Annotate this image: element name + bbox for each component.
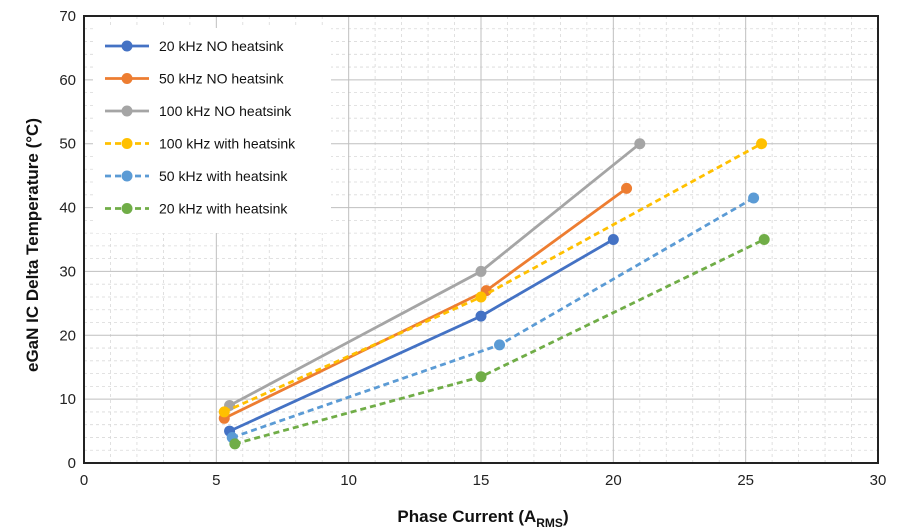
plot-area-border bbox=[83, 15, 879, 464]
legend: 20 kHz NO heatsink 50 kHz NO heatsink 100 … bbox=[93, 28, 331, 233]
series-3 bbox=[224, 138, 646, 412]
x-tick-label: 5 bbox=[212, 472, 220, 489]
x-tick-label: 15 bbox=[473, 472, 490, 489]
data-point bbox=[475, 291, 487, 303]
series-layer bbox=[218, 138, 770, 450]
legend-label: 50 kHz with heatsink bbox=[159, 168, 288, 184]
series-5 bbox=[226, 192, 760, 443]
data-point bbox=[758, 234, 770, 245]
y-tick-label: 40 bbox=[59, 200, 76, 217]
series-4 bbox=[218, 138, 768, 418]
legend-background bbox=[93, 28, 331, 233]
series-6 bbox=[229, 234, 770, 450]
y-axis-title: eGaN IC Delta Temperature (°C) bbox=[23, 118, 42, 372]
legend-swatch-marker bbox=[121, 40, 133, 52]
axes: 0 5 10 15 20 25 30 0 10 20 30 40 50 60 70 bbox=[59, 8, 886, 489]
x-tick-label: 25 bbox=[737, 472, 754, 489]
legend-label: 20 kHz with heatsink bbox=[159, 201, 288, 217]
legend-label: 100 kHz NO heatsink bbox=[159, 103, 292, 119]
x-axis-title-main: Phase Current (A bbox=[397, 507, 536, 526]
x-tick-label: 30 bbox=[870, 472, 887, 489]
data-point bbox=[218, 406, 230, 418]
data-point bbox=[748, 192, 760, 204]
x-axis-title-close: ) bbox=[563, 507, 569, 526]
legend-item: 20 kHz NO heatsink bbox=[105, 38, 284, 54]
x-tick-label: 20 bbox=[605, 472, 622, 489]
data-point bbox=[494, 339, 506, 351]
legend-item: 50 kHz with heatsink bbox=[105, 168, 288, 184]
legend-swatch-marker bbox=[121, 105, 133, 117]
data-point bbox=[475, 371, 487, 383]
data-point bbox=[607, 234, 619, 245]
y-tick-label: 50 bbox=[59, 136, 76, 153]
y-tick-label: 10 bbox=[59, 391, 76, 408]
x-tick-label: 0 bbox=[80, 472, 88, 489]
legend-item: 50 kHz NO heatsink bbox=[105, 71, 284, 87]
y-tick-label: 60 bbox=[59, 72, 76, 89]
y-tick-label: 70 bbox=[59, 8, 76, 25]
data-point bbox=[229, 438, 241, 450]
series-line bbox=[231, 196, 755, 439]
x-axis-title-subscript: RMS bbox=[536, 516, 563, 530]
data-point bbox=[475, 310, 487, 322]
legend-swatch-marker bbox=[121, 73, 133, 84]
data-point bbox=[621, 182, 633, 194]
legend-item: 100 kHz with heatsink bbox=[105, 136, 296, 152]
legend-label: 20 kHz NO heatsink bbox=[159, 38, 284, 54]
legend-swatch-marker bbox=[121, 138, 133, 149]
legend-item: 100 kHz NO heatsink bbox=[105, 103, 292, 119]
legend-swatch-marker bbox=[121, 170, 133, 182]
y-tick-label: 0 bbox=[68, 455, 76, 472]
x-axis-title: Phase Current (ARMS) bbox=[397, 507, 568, 530]
y-tick-label: 30 bbox=[59, 263, 76, 280]
data-point bbox=[756, 138, 768, 150]
legend-label: 100 kHz with heatsink bbox=[159, 136, 296, 152]
data-point bbox=[475, 265, 487, 277]
legend-item: 20 kHz with heatsink bbox=[105, 201, 288, 217]
y-tick-label: 20 bbox=[59, 327, 76, 344]
x-tick-label: 10 bbox=[340, 472, 357, 489]
legend-label: 50 kHz NO heatsink bbox=[159, 71, 284, 87]
legend-swatch-marker bbox=[121, 203, 133, 214]
data-point bbox=[634, 138, 646, 150]
